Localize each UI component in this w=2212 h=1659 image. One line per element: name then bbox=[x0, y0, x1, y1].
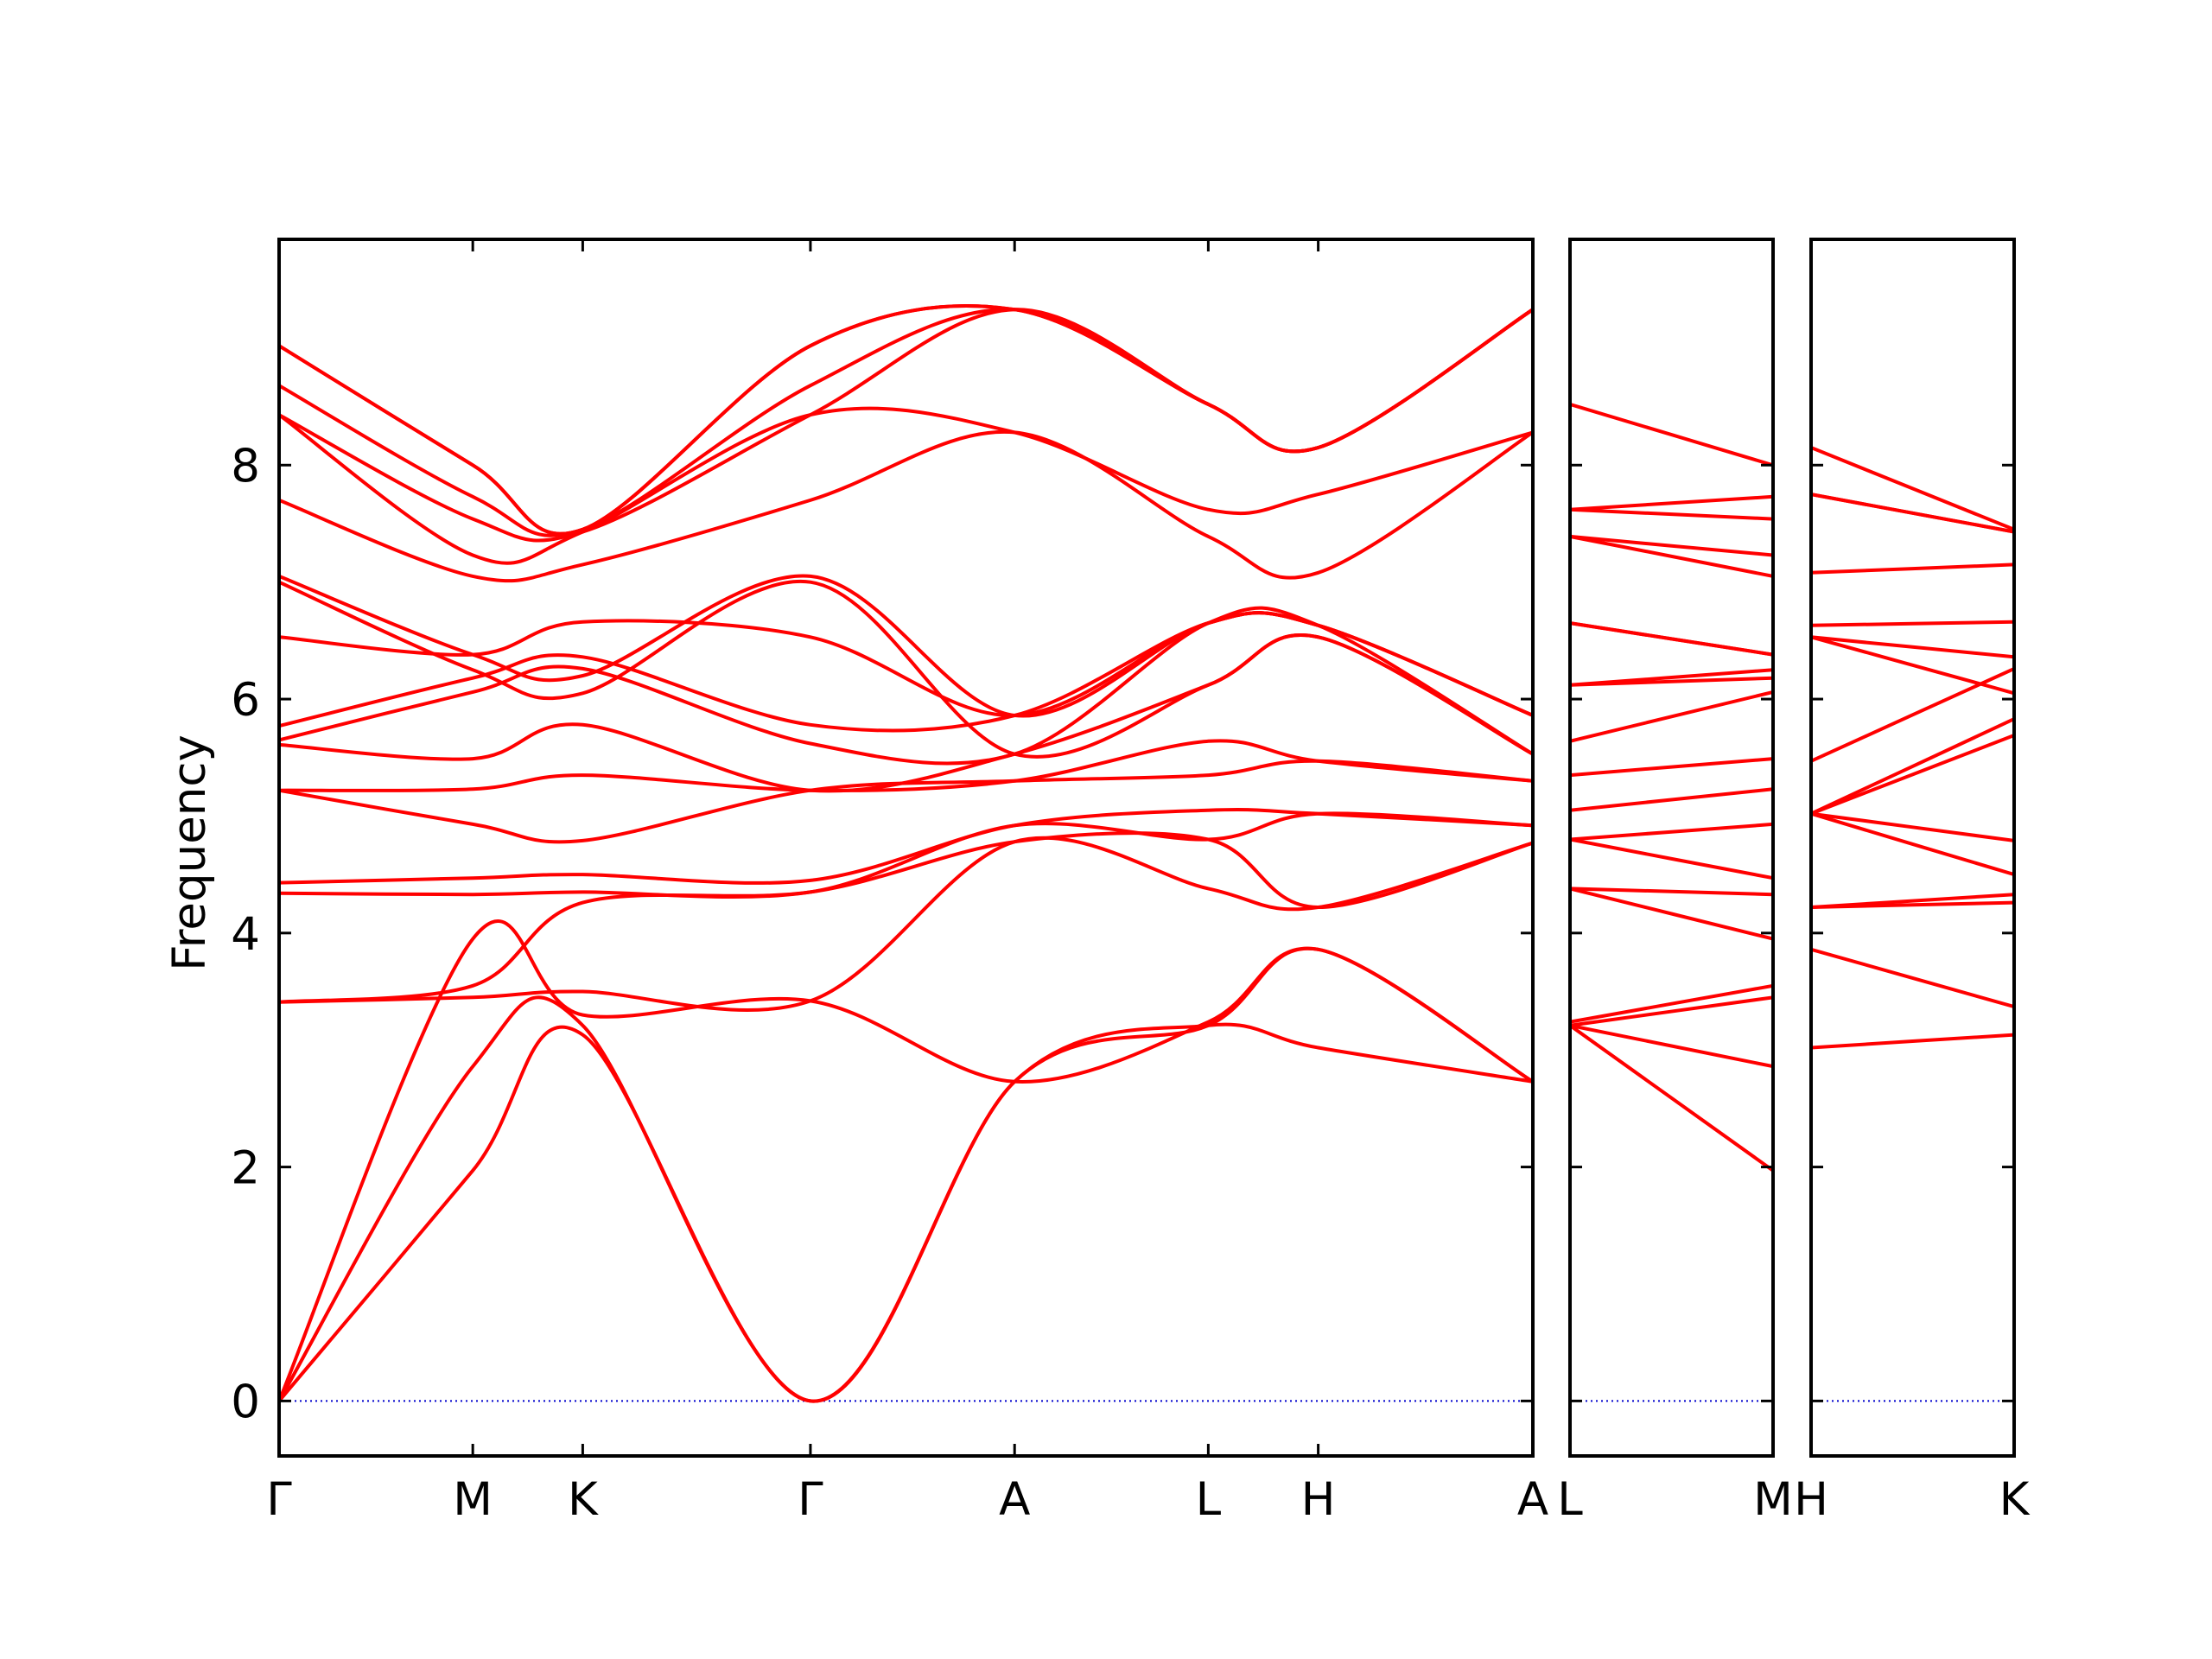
x-tick-label: A bbox=[1517, 1473, 1548, 1526]
band-line bbox=[1811, 947, 2014, 1009]
y-tick-label: 4 bbox=[231, 908, 260, 961]
band-line bbox=[1570, 822, 1773, 842]
band-line bbox=[279, 831, 1533, 1004]
band-line bbox=[1811, 446, 2014, 531]
x-tick-label: L bbox=[1196, 1473, 1222, 1526]
band-line bbox=[1570, 995, 1773, 1027]
band-line bbox=[1811, 666, 2014, 763]
band-line bbox=[1570, 1023, 1773, 1069]
band-line bbox=[1811, 717, 2014, 816]
band-line bbox=[279, 574, 1533, 718]
band-line bbox=[279, 611, 1533, 733]
band-line bbox=[279, 739, 1533, 792]
band-line bbox=[1570, 690, 1773, 743]
band-line bbox=[1570, 402, 1773, 467]
band-line bbox=[279, 308, 1533, 543]
panel-frame bbox=[1809, 238, 2016, 1458]
x-tick-label: Γ bbox=[798, 1473, 823, 1526]
band-line bbox=[1570, 887, 1773, 897]
band-line bbox=[1811, 620, 2014, 627]
band-line bbox=[1811, 811, 2014, 842]
x-tick-label: M bbox=[453, 1473, 493, 1526]
panel-frame bbox=[277, 238, 1535, 1458]
band-line bbox=[279, 304, 1533, 536]
y-tick-label: 6 bbox=[231, 674, 260, 727]
bands-layer bbox=[279, 304, 2014, 1403]
x-tick-label: M bbox=[1753, 1473, 1793, 1526]
band-line bbox=[1570, 983, 1773, 1024]
x-tick-label: H bbox=[1301, 1473, 1336, 1526]
band-line bbox=[279, 1022, 1533, 1403]
band-line bbox=[1570, 887, 1773, 941]
band-line bbox=[279, 308, 1533, 537]
x-tick-label: A bbox=[999, 1473, 1030, 1526]
band-line bbox=[1570, 1023, 1773, 1173]
band-line bbox=[1811, 1033, 2014, 1050]
band-line bbox=[279, 304, 1533, 536]
band-line bbox=[279, 811, 1533, 899]
band-line bbox=[279, 606, 1533, 766]
band-line bbox=[1570, 757, 1773, 778]
y-axis-label: Frequency bbox=[163, 734, 216, 971]
x-tick-label: Γ bbox=[266, 1473, 292, 1526]
band-line bbox=[1811, 563, 2014, 575]
band-line bbox=[279, 807, 1533, 885]
band-line bbox=[1811, 635, 2014, 659]
x-tick-label: K bbox=[568, 1473, 599, 1526]
band-line bbox=[279, 633, 1533, 793]
y-tick-label: 0 bbox=[231, 1376, 260, 1428]
x-tick-label: H bbox=[1794, 1473, 1828, 1526]
band-line bbox=[1570, 534, 1773, 578]
band-line bbox=[1570, 507, 1773, 521]
panel-3-bands bbox=[1811, 446, 2014, 1402]
band-line bbox=[1570, 837, 1773, 880]
band-line bbox=[1811, 893, 2014, 909]
band-line bbox=[1570, 494, 1773, 512]
band-line bbox=[1811, 635, 2014, 696]
band-line bbox=[1811, 811, 2014, 877]
band-line bbox=[1811, 493, 2014, 534]
band-line bbox=[1570, 787, 1773, 812]
x-tick-label: L bbox=[1557, 1473, 1583, 1526]
y-tick-label: 2 bbox=[231, 1142, 260, 1195]
panel-frame bbox=[1568, 238, 1775, 1458]
band-line bbox=[279, 611, 1533, 718]
band-line bbox=[279, 919, 1533, 1403]
band-line bbox=[279, 836, 1533, 1012]
band-line bbox=[1570, 534, 1773, 557]
band-line bbox=[1570, 621, 1773, 657]
band-line bbox=[279, 429, 1533, 583]
band-line bbox=[279, 759, 1533, 844]
panel-1-bands bbox=[279, 304, 1533, 1403]
band-line bbox=[1570, 668, 1773, 687]
panel-2-bands bbox=[1570, 402, 1773, 1402]
band-line bbox=[279, 406, 1533, 565]
x-tick-label: K bbox=[1999, 1473, 2031, 1526]
band-line bbox=[279, 579, 1533, 759]
y-tick-label: 8 bbox=[231, 440, 260, 493]
